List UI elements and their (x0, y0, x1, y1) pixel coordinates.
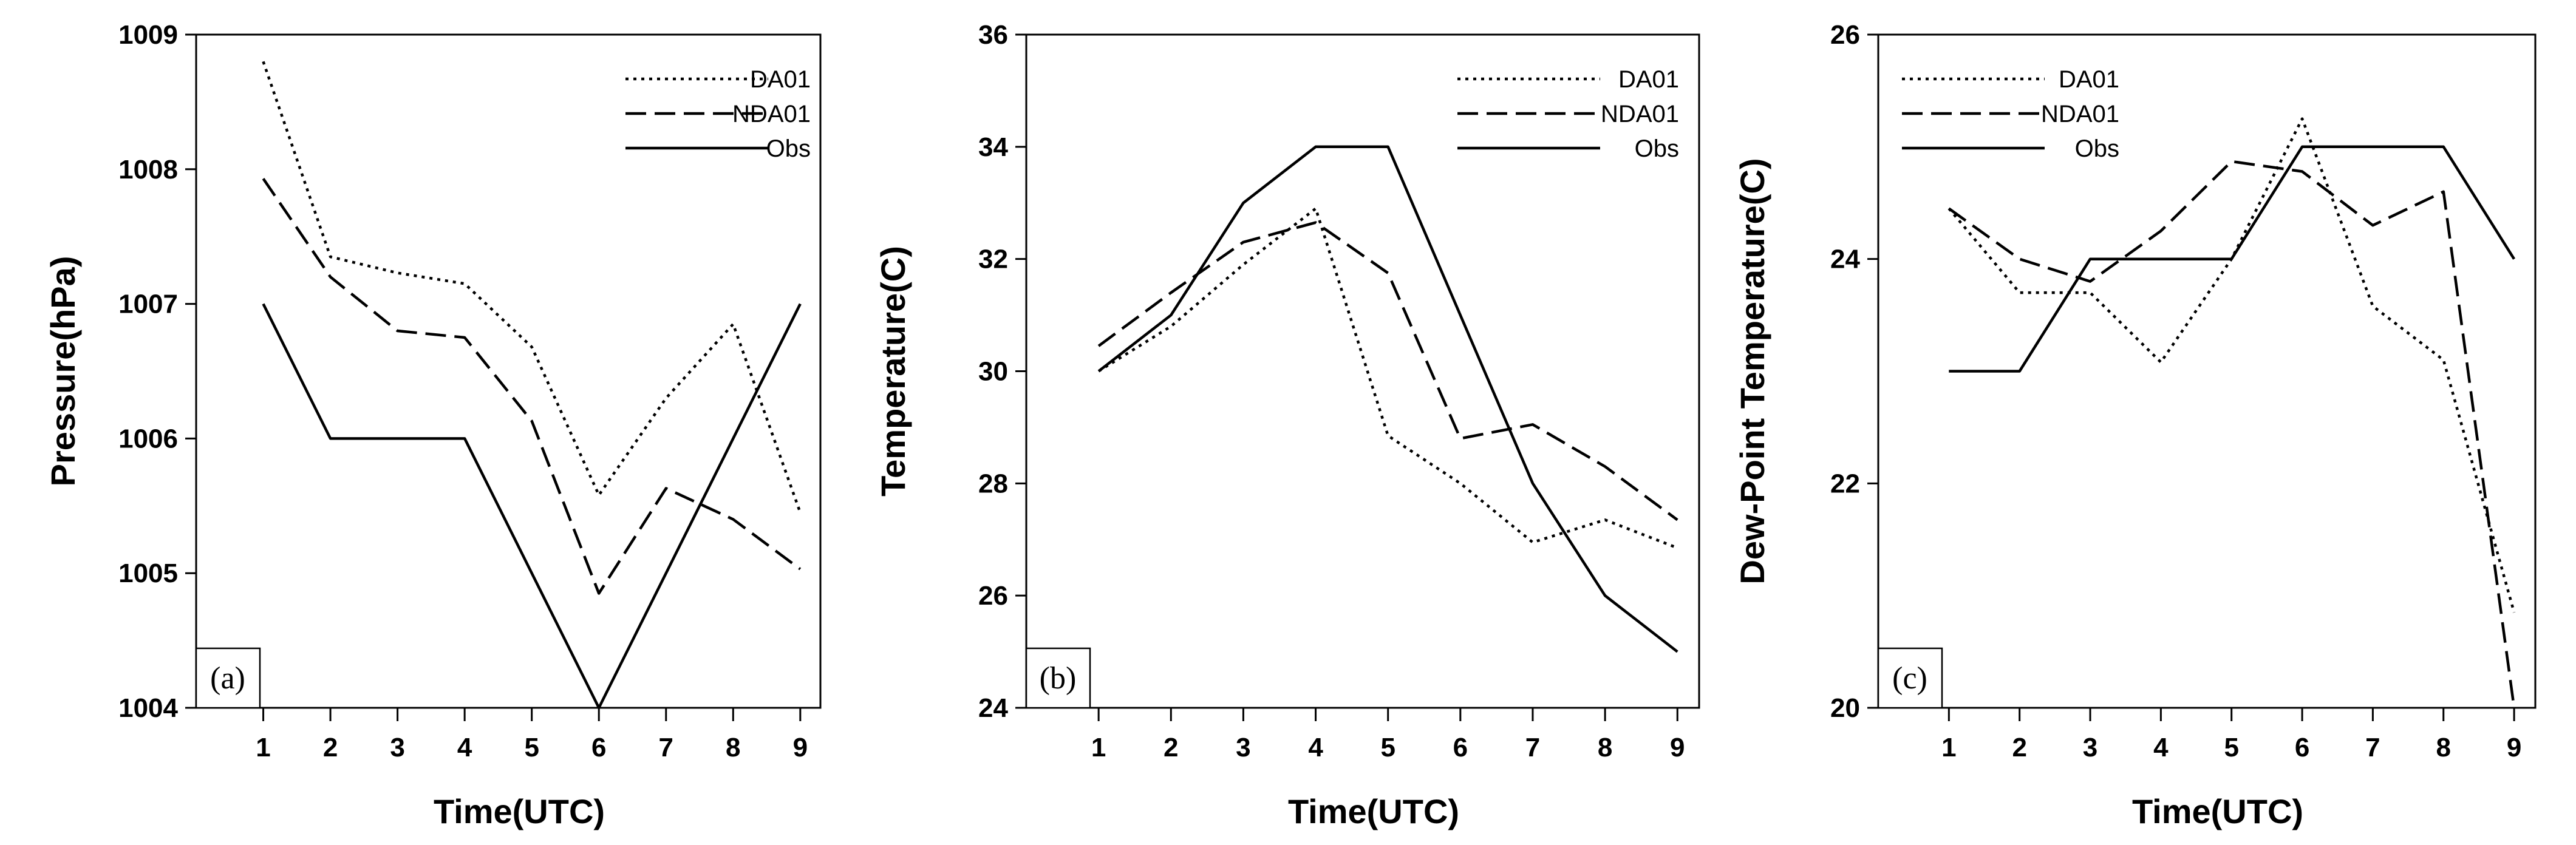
x-tick-label: 9 (1670, 733, 1685, 762)
x-tick-label: 6 (591, 733, 606, 762)
panel-tag-box (195, 647, 261, 709)
x-tick-label: 4 (2153, 733, 2169, 762)
y-tick-label: 1009 (118, 20, 178, 50)
legend-label-obs: Obs (2075, 135, 2119, 162)
y-tick-label: 20 (1830, 693, 1860, 723)
x-tick-label: 7 (2365, 733, 2380, 762)
panel-c: 20 22 24 26 1 2 3 4 5 6 7 8 9 Time(UTC) Dew-Point Temp… (1733, 20, 2537, 830)
x-tick-label: 1 (256, 733, 270, 762)
legend-label-da01: DA01 (2059, 66, 2119, 93)
x-tick-label: 8 (726, 733, 740, 762)
x-axis-title: Time(UTC) (434, 792, 605, 830)
x-tick-label: 1 (1941, 733, 1956, 762)
y-tick-label: 28 (978, 469, 1008, 498)
legend-label-da01: DA01 (1618, 66, 1679, 93)
x-tick-label: 5 (2224, 733, 2238, 762)
x-tick-label: 1 (1091, 733, 1106, 762)
x-tick-label: 3 (2083, 733, 2097, 762)
y-tick-label: 1008 (118, 155, 178, 185)
x-tick-label: 4 (457, 733, 472, 762)
series-line-nda01 (1097, 221, 1678, 521)
legend-label-obs: Obs (1635, 135, 1679, 162)
y-tick-label: 36 (978, 20, 1008, 50)
x-tick-label: 6 (1453, 733, 1468, 762)
plot-frame (1025, 33, 1700, 709)
y-tick-label: 30 (978, 357, 1008, 387)
y-tick-label: 26 (978, 581, 1008, 611)
x-tick-label: 9 (793, 733, 808, 762)
legend-label-obs: Obs (766, 135, 811, 162)
x-tick-label: 3 (1236, 733, 1250, 762)
x-tick-label: 7 (659, 733, 673, 762)
series-line-obs (1949, 145, 2516, 373)
panel-tag: (c) (1892, 661, 1927, 696)
y-axis-title: Dew-Point Temperature(C) (1733, 158, 1771, 584)
x-tick-label: 2 (323, 733, 338, 762)
y-tick-label: 32 (978, 245, 1008, 274)
series-line-obs (262, 303, 802, 710)
y-tick-label: 26 (1830, 20, 1860, 50)
series-line-da01 (262, 61, 802, 514)
x-tick-label: 8 (1598, 733, 1612, 762)
legend: DA01 NDA01 Obs (625, 66, 811, 162)
y-tick-label: 22 (1830, 469, 1860, 498)
legend-label-da01: DA01 (750, 66, 811, 93)
series-line-da01 (1097, 207, 1678, 549)
panel-tag-box (1877, 647, 1943, 709)
x-axis-title: Time(UTC) (1288, 792, 1459, 830)
legend-label-nda01: NDA01 (1601, 101, 1679, 127)
y-tick-label: 1005 (118, 558, 178, 588)
plot-frame (1877, 33, 2537, 709)
panel-tag: (b) (1040, 661, 1077, 696)
panel-tag-box (1025, 647, 1091, 709)
x-tick-label: 2 (1164, 733, 1178, 762)
legend-label-nda01: NDA01 (2041, 101, 2119, 127)
legend: DA01 NDA01 Obs (1457, 66, 1679, 162)
x-tick-label: 9 (2507, 733, 2521, 762)
y-axis-title: Pressure(hPa) (44, 256, 82, 487)
y-tick-label: 1006 (118, 424, 178, 453)
x-tick-label: 6 (2295, 733, 2309, 762)
legend: DA01 NDA01 Obs (1902, 66, 2119, 162)
panel-a: 1004 1005 1006 1007 1008 1009 1 2 3 4 5 6 7 8 9 Time(UT… (44, 20, 822, 830)
x-tick-label: 5 (524, 733, 539, 762)
y-tick-label: 24 (1830, 245, 1860, 274)
series-line-da01 (1947, 117, 2516, 613)
y-axis-title: Temperature(C) (874, 246, 912, 497)
series-line-nda01 (262, 178, 802, 595)
y-tick-label: 1004 (118, 693, 178, 723)
x-axis-title: Time(UTC) (2132, 792, 2303, 830)
x-tick-label: 4 (1308, 733, 1323, 762)
panel-tag: (a) (210, 661, 245, 696)
x-tick-label: 5 (1380, 733, 1395, 762)
series-line-obs (1097, 145, 1678, 653)
x-tick-label: 7 (1525, 733, 1540, 762)
plot-frame (195, 33, 822, 709)
y-tick-label: 24 (978, 693, 1008, 723)
series-line-nda01 (1947, 160, 2516, 708)
x-tick-label: 3 (390, 733, 404, 762)
legend-label-nda01: NDA01 (732, 101, 811, 127)
y-tick-label: 34 (978, 132, 1008, 162)
x-tick-label: 2 (2012, 733, 2026, 762)
x-tick-label: 8 (2436, 733, 2451, 762)
y-tick-label: 1007 (118, 290, 178, 319)
